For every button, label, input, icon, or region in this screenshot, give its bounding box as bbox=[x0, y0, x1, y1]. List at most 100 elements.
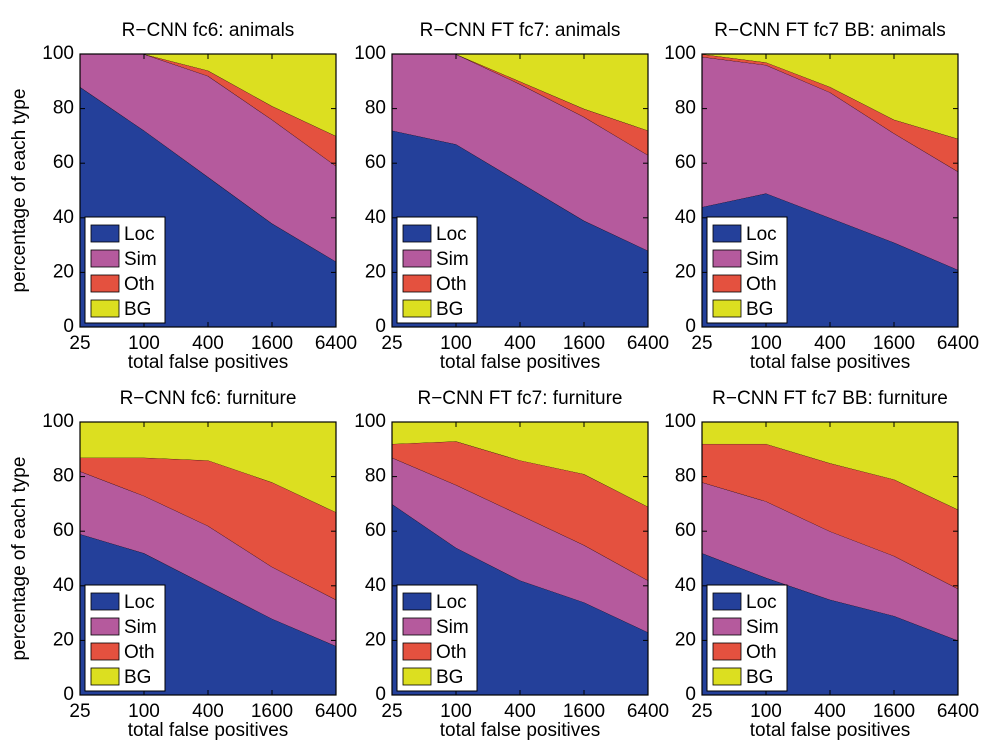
y-axis-label: percentage of each type bbox=[9, 457, 30, 661]
legend-swatch-bg bbox=[90, 667, 120, 686]
x-tick-label: 400 bbox=[504, 333, 536, 354]
x-tick-label: 25 bbox=[691, 701, 712, 722]
y-axis-label: percentage of each type bbox=[9, 89, 30, 293]
legend-label-sim: Sim bbox=[436, 249, 469, 270]
x-axis-label: total false positives bbox=[750, 720, 911, 741]
legend-label-bg: BG bbox=[436, 667, 463, 688]
x-tick-label: 1600 bbox=[251, 333, 293, 354]
legend-swatch-bg bbox=[712, 667, 742, 686]
legend-swatch-loc bbox=[90, 592, 120, 611]
chart-panel-4: 0 20 40 60 80 100 25 100 400 1600 6400 R−CNN fc6: f… bbox=[9, 388, 357, 741]
legend: Loc Sim Oth BG bbox=[396, 216, 478, 324]
x-tick-label: 6400 bbox=[627, 333, 669, 354]
legend: Loc Sim Oth BG bbox=[706, 584, 788, 692]
y-tick-label: 100 bbox=[354, 43, 386, 64]
x-tick-label: 25 bbox=[69, 333, 90, 354]
legend-swatch-loc bbox=[712, 224, 742, 243]
legend-label-loc: Loc bbox=[436, 592, 467, 613]
y-tick-label: 80 bbox=[53, 98, 74, 119]
y-tick-label: 60 bbox=[675, 520, 696, 541]
chart-panel-6: 0 20 40 60 80 100 25 100 400 1600 6400 R−CNN FT fc7… bbox=[664, 388, 979, 741]
y-tick-label: 20 bbox=[365, 261, 386, 282]
y-tick-label: 80 bbox=[365, 98, 386, 119]
x-tick-label: 6400 bbox=[315, 333, 357, 354]
legend-swatch-sim bbox=[712, 617, 742, 636]
legend-label-oth: Oth bbox=[124, 642, 155, 663]
x-tick-label: 1600 bbox=[251, 701, 293, 722]
y-tick-label: 80 bbox=[675, 466, 696, 487]
legend: Loc Sim Oth BG bbox=[396, 584, 478, 692]
legend: Loc Sim Oth BG bbox=[84, 216, 166, 324]
chart-panel-1: 0 20 40 60 80 100 25 100 400 1600 6400 R−CNN fc6: a… bbox=[9, 20, 357, 373]
legend-swatch-oth bbox=[90, 642, 120, 661]
x-tick-label: 6400 bbox=[627, 701, 669, 722]
y-tick-label: 100 bbox=[42, 43, 74, 64]
legend-label-loc: Loc bbox=[746, 592, 777, 613]
y-tick-label: 60 bbox=[675, 152, 696, 173]
legend-swatch-loc bbox=[712, 592, 742, 611]
x-tick-label: 100 bbox=[128, 333, 160, 354]
y-tick-label: 0 bbox=[685, 684, 696, 705]
legend-label-oth: Oth bbox=[124, 274, 155, 295]
legend-swatch-bg bbox=[712, 299, 742, 318]
x-tick-label: 100 bbox=[440, 701, 472, 722]
x-axis-label: total false positives bbox=[128, 720, 289, 741]
legend-label-oth: Oth bbox=[746, 642, 777, 663]
legend-label-sim: Sim bbox=[124, 249, 157, 270]
y-tick-label: 40 bbox=[365, 207, 386, 228]
chart-panel-3: 0 20 40 60 80 100 25 100 400 1600 6400 R−CNN FT fc7… bbox=[664, 20, 979, 373]
legend-label-oth: Oth bbox=[746, 274, 777, 295]
legend-label-loc: Loc bbox=[124, 592, 155, 613]
y-tick-label: 100 bbox=[664, 43, 696, 64]
y-tick-label: 40 bbox=[53, 575, 74, 596]
y-tick-label: 100 bbox=[42, 411, 74, 432]
x-tick-label: 25 bbox=[691, 333, 712, 354]
legend-swatch-sim bbox=[90, 249, 120, 268]
legend-label-bg: BG bbox=[436, 299, 463, 320]
y-tick-label: 20 bbox=[675, 261, 696, 282]
y-tick-label: 20 bbox=[53, 261, 74, 282]
x-tick-label: 400 bbox=[814, 333, 846, 354]
legend-label-bg: BG bbox=[746, 667, 773, 688]
x-tick-label: 100 bbox=[750, 333, 782, 354]
y-tick-label: 20 bbox=[675, 629, 696, 650]
y-tick-label: 60 bbox=[53, 520, 74, 541]
y-tick-label: 40 bbox=[53, 207, 74, 228]
y-tick-label: 0 bbox=[375, 316, 386, 337]
y-tick-label: 20 bbox=[365, 629, 386, 650]
x-tick-label: 100 bbox=[128, 701, 160, 722]
legend-swatch-oth bbox=[712, 274, 742, 293]
x-tick-label: 6400 bbox=[937, 333, 979, 354]
y-tick-label: 60 bbox=[365, 152, 386, 173]
x-tick-label: 1600 bbox=[563, 701, 605, 722]
x-tick-label: 25 bbox=[381, 333, 402, 354]
y-tick-label: 40 bbox=[365, 575, 386, 596]
y-tick-label: 80 bbox=[365, 466, 386, 487]
legend-label-loc: Loc bbox=[436, 224, 467, 245]
legend-label-oth: Oth bbox=[436, 642, 467, 663]
chart-panel-5: 0 20 40 60 80 100 25 100 400 1600 6400 R−CNN FT fc7… bbox=[354, 388, 669, 741]
chart-title: R−CNN FT fc7 BB: animals bbox=[714, 20, 945, 41]
legend-swatch-bg bbox=[90, 299, 120, 318]
x-tick-label: 6400 bbox=[937, 701, 979, 722]
x-tick-label: 25 bbox=[381, 701, 402, 722]
x-tick-label: 6400 bbox=[315, 701, 357, 722]
legend-swatch-loc bbox=[402, 592, 432, 611]
x-tick-label: 400 bbox=[192, 333, 224, 354]
y-tick-label: 0 bbox=[375, 684, 386, 705]
x-tick-label: 400 bbox=[814, 701, 846, 722]
y-tick-label: 80 bbox=[675, 98, 696, 119]
y-tick-label: 40 bbox=[675, 575, 696, 596]
x-axis-label: total false positives bbox=[128, 352, 289, 373]
legend-swatch-bg bbox=[402, 667, 432, 686]
x-tick-label: 1600 bbox=[563, 333, 605, 354]
legend-swatch-sim bbox=[402, 617, 432, 636]
y-tick-label: 20 bbox=[53, 629, 74, 650]
chart-title: R−CNN FT fc7 BB: furniture bbox=[712, 388, 948, 409]
y-tick-label: 60 bbox=[365, 520, 386, 541]
legend-label-sim: Sim bbox=[746, 617, 779, 638]
x-tick-label: 1600 bbox=[873, 333, 915, 354]
y-tick-label: 0 bbox=[63, 316, 74, 337]
x-tick-label: 100 bbox=[750, 701, 782, 722]
